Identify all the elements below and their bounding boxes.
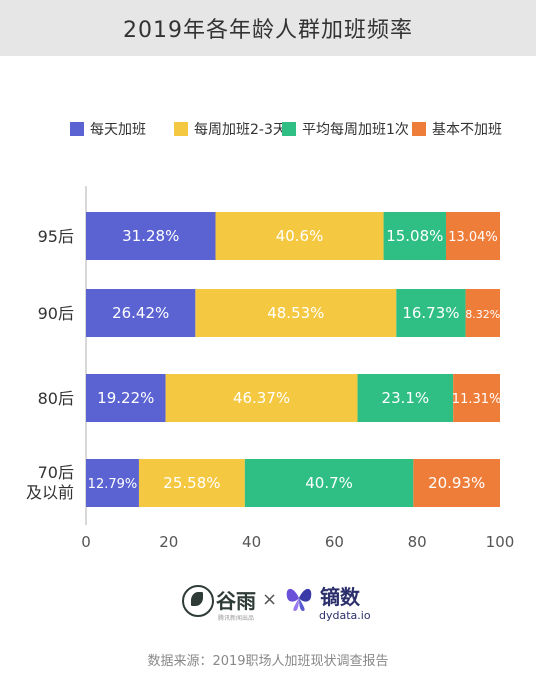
data-label: 19.22% xyxy=(97,389,154,407)
data-label: 25.58% xyxy=(163,474,220,492)
legend-label-daily: 每天加班 xyxy=(90,122,146,138)
guyu-logo-icon xyxy=(182,585,214,617)
bar-segment xyxy=(86,212,216,260)
data-label: 20.93% xyxy=(428,474,485,492)
bar-segment xyxy=(413,459,500,507)
dydata-logo-url: dydata.io xyxy=(319,609,371,622)
legend-item-none: 基本不加班 xyxy=(412,117,502,141)
legend: 每天加班 每周加班2-3天 平均每周加班1次 基本不加班 xyxy=(0,117,536,141)
guyu-logo-text: 谷雨 xyxy=(216,589,256,613)
bar-segment xyxy=(244,459,414,507)
guyu-logo-subtitle: 腾讯新闻出品 xyxy=(218,615,255,622)
bar-segment xyxy=(138,459,245,507)
bar-segment xyxy=(357,374,454,422)
dydata-butterfly-icon xyxy=(286,588,312,611)
bar-segment xyxy=(446,212,500,260)
bar-segment xyxy=(86,374,166,422)
category-label: 70后 xyxy=(38,463,74,482)
x-tick-label: 100 xyxy=(486,533,515,551)
bar-segment xyxy=(86,289,196,337)
x-tick-label: 60 xyxy=(325,533,344,551)
legend-item-weekly-1: 平均每周加班1次 xyxy=(282,117,409,141)
bar-segment xyxy=(165,374,358,422)
data-label: 15.08% xyxy=(386,227,443,245)
logo-separator: × xyxy=(262,589,278,610)
legend-item-daily: 每天加班 xyxy=(70,117,146,141)
category-label: 及以前 xyxy=(26,483,74,502)
data-label: 13.04% xyxy=(448,230,498,245)
data-label: 12.79% xyxy=(88,477,138,492)
data-label: 40.6% xyxy=(276,227,324,245)
x-tick-label: 0 xyxy=(81,533,91,551)
x-tick-label: 40 xyxy=(242,533,261,551)
bar-segment xyxy=(215,212,384,260)
x-tick-label: 20 xyxy=(159,533,178,551)
legend-label-weekly-1: 平均每周加班1次 xyxy=(302,122,409,138)
bar-segment xyxy=(465,289,500,337)
legend-label-none: 基本不加班 xyxy=(432,122,502,138)
category-label: 90后 xyxy=(38,304,74,323)
category-label: 80后 xyxy=(38,389,74,408)
title-bar: 2019年各年龄人群加班频率 xyxy=(0,0,536,56)
data-label: 31.28% xyxy=(122,227,179,245)
data-label: 48.53% xyxy=(267,304,324,322)
data-label: 16.73% xyxy=(402,304,459,322)
data-label: 26.42% xyxy=(112,304,169,322)
data-label: 23.1% xyxy=(382,389,430,407)
data-label: 40.7% xyxy=(305,474,353,492)
data-label: 11.31% xyxy=(452,392,502,407)
bar-segment xyxy=(195,289,397,337)
bar-segment xyxy=(86,459,139,507)
bar-segment xyxy=(396,289,466,337)
data-label: 46.37% xyxy=(233,389,290,407)
category-label: 95后 xyxy=(38,227,74,246)
legend-item-weekly-2-3: 每周加班2-3天 xyxy=(174,117,287,141)
bar-segment xyxy=(453,374,500,422)
x-tick-label: 80 xyxy=(408,533,427,551)
data-label: 8.32% xyxy=(465,308,500,321)
logos: 谷雨 腾讯新闻出品 × 镝数 dydata.io xyxy=(0,575,536,635)
legend-swatch-daily xyxy=(70,122,84,136)
bar-segment xyxy=(383,212,447,260)
dydata-logo-text: 镝数 xyxy=(320,585,360,609)
legend-label-weekly-2-3: 每周加班2-3天 xyxy=(194,122,287,138)
legend-swatch-none xyxy=(412,122,426,136)
legend-swatch-weekly-2-3 xyxy=(174,122,188,136)
stacked-bar-chart: 31.28% 40.6% 15.08% 13.04% 95后 26.42% 48.53% 16… xyxy=(26,186,515,551)
source-note: 数据来源：2019职场人加班现状调查报告 xyxy=(147,654,389,669)
legend-swatch-weekly-1 xyxy=(282,122,296,136)
chart-title: 2019年各年龄人群加班频率 xyxy=(123,18,413,43)
